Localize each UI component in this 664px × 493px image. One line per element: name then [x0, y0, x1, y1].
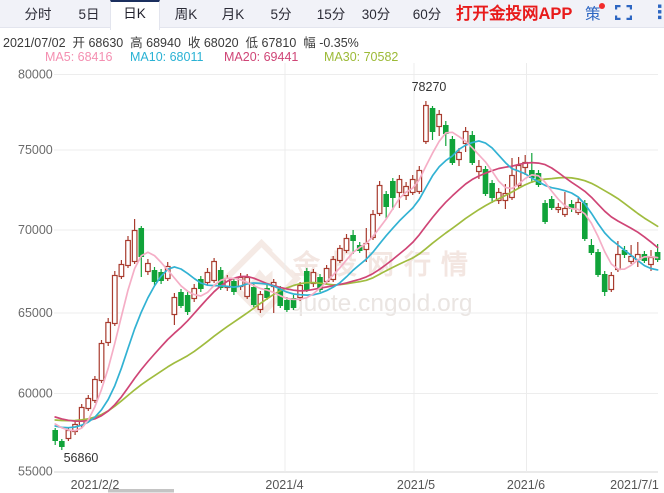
- svg-text:70000: 70000: [18, 223, 53, 237]
- svg-text:2021/5: 2021/5: [397, 478, 435, 492]
- svg-text:2021/2/2: 2021/2/2: [71, 478, 120, 492]
- svg-text:56860: 56860: [64, 451, 99, 465]
- svg-text:75000: 75000: [18, 143, 53, 157]
- svg-text:80000: 80000: [18, 67, 53, 81]
- svg-text:65000: 65000: [18, 306, 53, 320]
- svg-text:78270: 78270: [412, 80, 447, 94]
- svg-text:60000: 60000: [18, 386, 53, 400]
- svg-text:2021/4: 2021/4: [265, 478, 303, 492]
- svg-text:2021/6: 2021/6: [507, 478, 545, 492]
- svg-text:55000: 55000: [18, 464, 53, 478]
- svg-text:2021/7/1: 2021/7/1: [610, 478, 659, 492]
